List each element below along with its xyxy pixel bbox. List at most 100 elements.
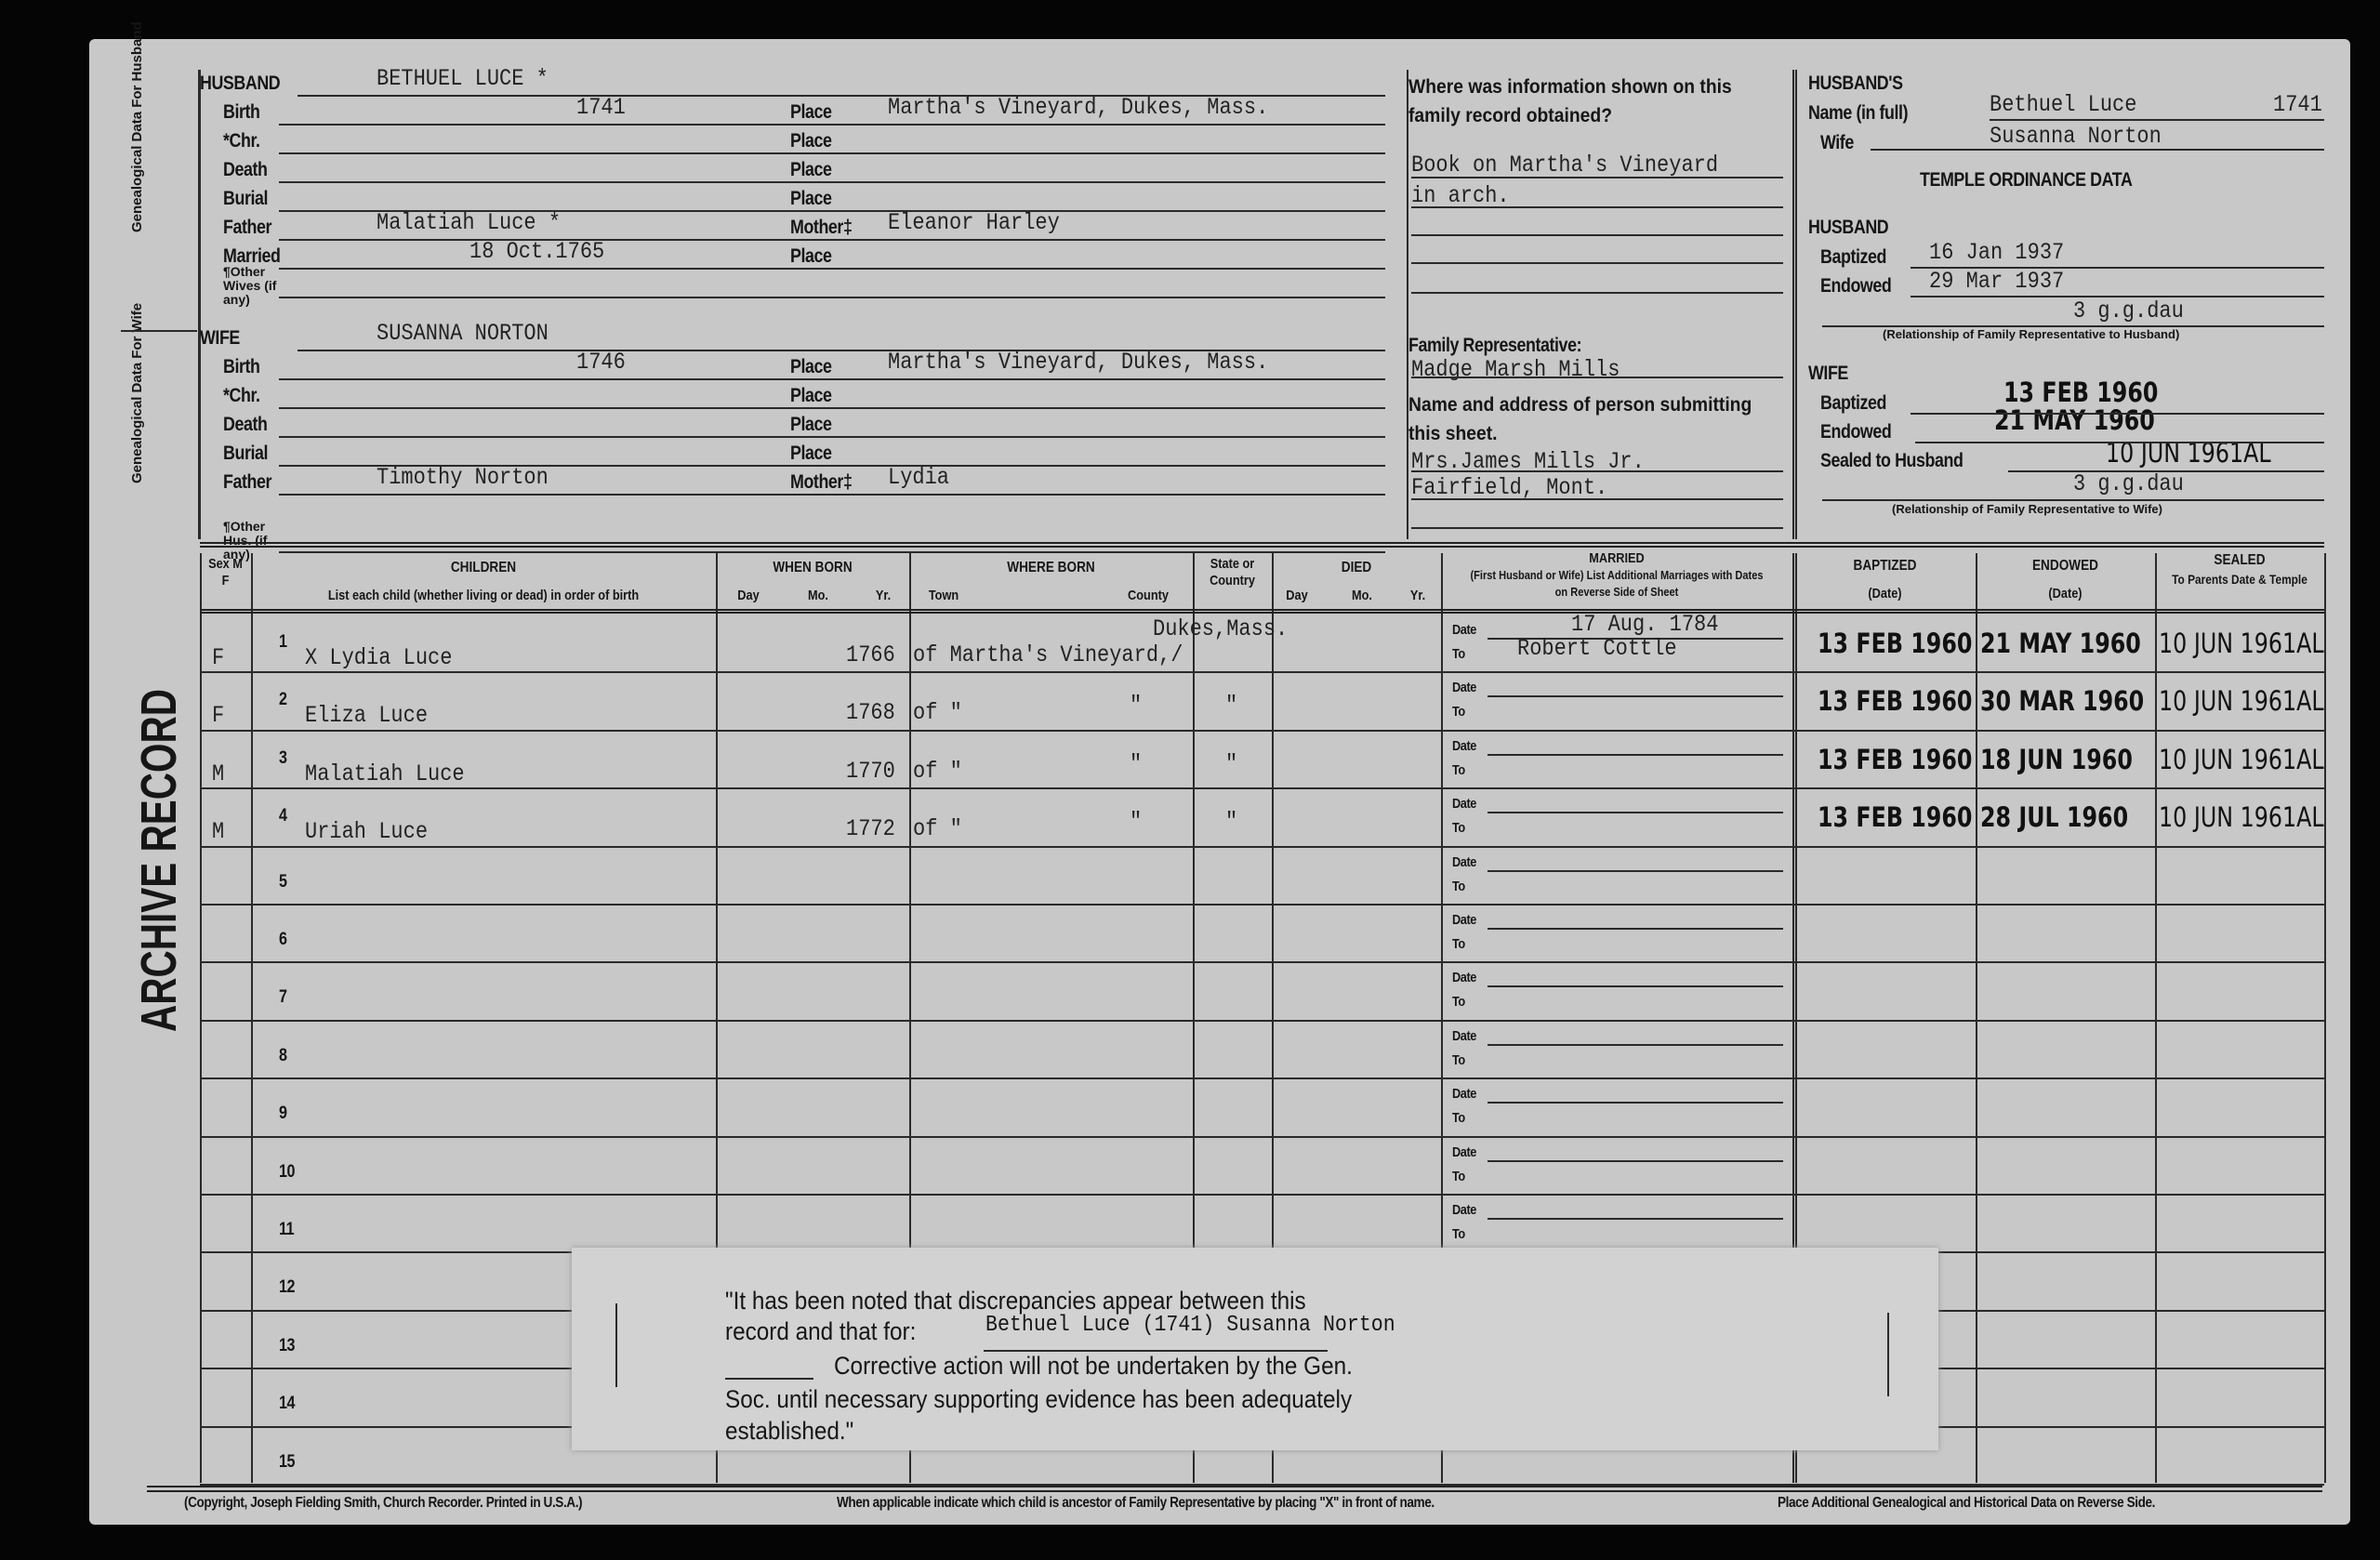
married-to-label: To	[1452, 1226, 1465, 1242]
place-label: Place	[790, 356, 832, 377]
husband-ordinance-label: HUSBAND	[1808, 217, 1889, 238]
field-line	[1488, 753, 1783, 756]
archive-record-label: ARCHIVE RECORD	[131, 688, 187, 1032]
field-line	[298, 95, 1385, 97]
married-date-label: Date	[1452, 796, 1476, 813]
field-line	[279, 436, 1385, 438]
child-birth-county: Dukes,Mass.	[1153, 615, 1289, 642]
child-number: 12	[279, 1277, 296, 1298]
temple-ordinance-title: TEMPLE ORDINANCE DATA	[1920, 169, 2133, 191]
child-endowed: 21 MAY 1960	[1980, 628, 2141, 659]
source-question: Where was information shown on this fami…	[1408, 76, 1732, 126]
married-to-label: To	[1452, 878, 1465, 894]
child-number: 5	[279, 871, 287, 892]
child-number: 6	[279, 930, 287, 949]
husband-baptized: 16 Jan 1937	[1929, 239, 2065, 266]
married-to-label: To	[1452, 1168, 1465, 1184]
baptized-label: Baptized	[1820, 392, 1886, 414]
field-line	[1488, 985, 1783, 988]
header-baptized-date: (Date)	[1868, 586, 1902, 602]
header-children: CHILDREN	[450, 560, 517, 575]
married-date-label: Date	[1452, 1027, 1476, 1044]
wife-relationship-caption: (Relationship of Family Representative t…	[1892, 502, 2162, 516]
child-sex: F	[212, 644, 225, 671]
field-line	[279, 239, 1385, 241]
wife-mother: Lydia	[888, 464, 950, 491]
husband-father: Malatiah Luce *	[377, 209, 562, 236]
row-line	[200, 1019, 2324, 1022]
husband-mother: Eleanor Harley	[888, 209, 1060, 236]
child-birth-state: "	[1225, 692, 1238, 720]
married-date-label: Date	[1452, 1086, 1476, 1103]
column-divider	[2155, 553, 2157, 1483]
child-birth-state: "	[1225, 749, 1238, 777]
header-when-born: WHEN BORN	[773, 560, 853, 575]
header-sealed-sub: To Parents Date & Temple	[2172, 572, 2307, 587]
field-line	[279, 181, 1385, 183]
field-line	[279, 297, 1385, 298]
place-label: Place	[790, 245, 832, 267]
husband-relationship: 3 g.g.dau	[2073, 297, 2184, 324]
husband-relationship-caption: (Relationship of Family Representative t…	[1883, 327, 2180, 341]
wife-father: Timothy Norton	[377, 464, 549, 491]
field-line	[1411, 177, 1783, 178]
column-divider	[1441, 553, 1443, 1483]
child-birth-year: 1768	[846, 699, 895, 727]
wife-burial-label: Burial	[223, 443, 269, 464]
source-line-1: Book on Martha's Vineyard	[1411, 152, 1719, 178]
name-in-full-label: Name (in full)	[1808, 102, 1909, 124]
column-divider	[1792, 553, 1797, 1483]
field-line	[1411, 262, 1783, 264]
field-line	[279, 551, 1385, 553]
row-line	[200, 1077, 2324, 1080]
header-died-mo: Mo.	[1352, 588, 1372, 603]
wife-father-label: Father	[223, 471, 272, 493]
section-divider	[200, 542, 2324, 548]
footer-reverse-side: Place Additional Genealogical and Histor…	[1778, 1495, 2156, 1511]
header-endowed: ENDOWED	[2031, 558, 2099, 574]
field-line	[1488, 1102, 1783, 1104]
wife-birth-label: Birth	[223, 356, 260, 377]
husband-endowed: 29 Mar 1937	[1929, 268, 2065, 295]
place-label: Place	[790, 159, 832, 180]
field-line	[1411, 377, 1783, 378]
married-date-label: Date	[1452, 737, 1476, 754]
husband-label-label: HUSBAND	[200, 73, 281, 94]
divider	[121, 330, 197, 332]
column-divider	[716, 553, 718, 1483]
column-divider	[1272, 553, 1274, 1483]
child-baptized: 13 FEB 1960	[1818, 743, 1973, 775]
left-border	[198, 70, 201, 539]
field-line	[279, 124, 1385, 126]
staple-icon	[615, 1303, 617, 1387]
column-divider	[2324, 553, 2326, 1483]
wife-relationship: 3 g.g.dau	[2073, 470, 2184, 497]
wife-name: SUSANNA NORTON	[377, 320, 549, 347]
husband-father-label: Father	[223, 217, 272, 238]
child-endowed: 30 MAR 1960	[1980, 685, 2145, 718]
child-name: Malatiah Luce	[305, 760, 465, 787]
divider	[1792, 70, 1797, 539]
married-to-label: To	[1452, 820, 1465, 837]
wife-birth: 1746	[576, 349, 626, 376]
child-sex: F	[212, 702, 225, 730]
child-number: 7	[279, 987, 287, 1008]
wife-ordinance-label: WIFE	[1808, 363, 1848, 384]
wife-full-name: Susanna Norton	[1990, 123, 2162, 150]
husband-birth-place: Martha's Vineyard, Dukes, Mass.	[888, 94, 1269, 121]
baptized-label: Baptized	[1820, 246, 1886, 268]
field-line	[279, 210, 1385, 212]
header-died: DIED	[1341, 560, 1372, 575]
endowed-label: Endowed	[1820, 421, 1892, 443]
child-endowed: 28 JUL 1960	[1980, 801, 2129, 834]
child-number: 13	[279, 1335, 296, 1355]
child-name: Uriah Luce	[305, 818, 429, 846]
child-birth-county: "	[1130, 808, 1143, 836]
footer-instruction: When applicable indicate which child is …	[837, 1495, 1435, 1511]
married-date-label: Date	[1452, 1202, 1476, 1218]
husband-married-label: Married	[223, 245, 281, 267]
header-died-day: Day	[1286, 588, 1308, 603]
place-label: Place	[790, 101, 832, 123]
header-baptized: BAPTIZED	[1853, 558, 1917, 574]
family-representative: Madge Marsh Mills	[1411, 356, 1620, 383]
